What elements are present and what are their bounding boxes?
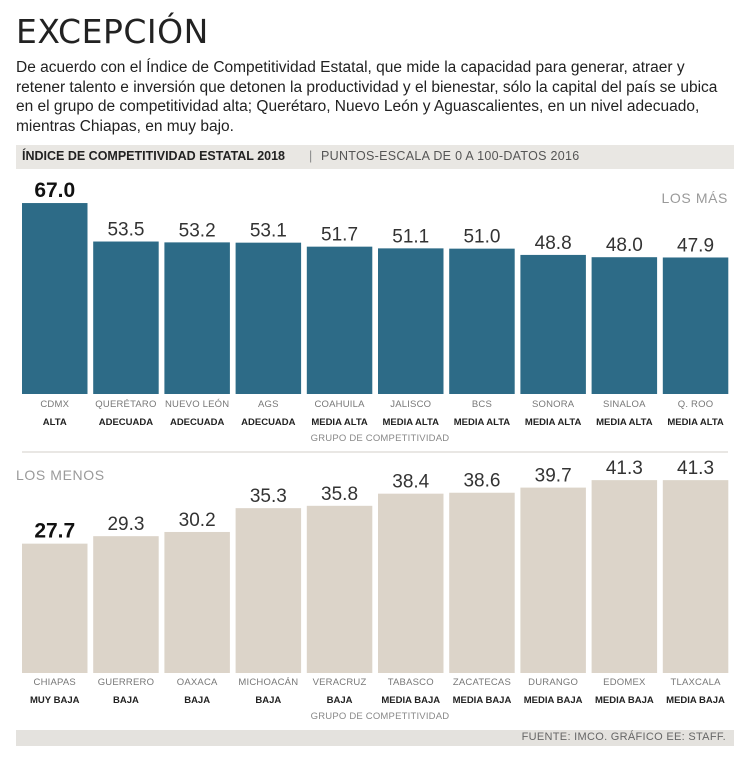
value-label-top-2: 53.2 [179, 220, 216, 241]
bar-bottom-0 [22, 543, 88, 673]
bar-top-1 [93, 241, 159, 394]
bar-top-2 [164, 242, 230, 394]
value-label-top-4: 51.7 [321, 225, 358, 246]
group-label-bottom-9: MEDIA BAJA [666, 695, 725, 706]
value-label-bottom-1: 29.3 [107, 514, 144, 535]
group-label-bottom-5: MEDIA BAJA [381, 695, 440, 706]
intro-paragraph: De acuerdo con el Índice de Competitivid… [16, 59, 718, 135]
value-label-top-9: 47.9 [677, 235, 714, 256]
value-label-bottom-2: 30.2 [179, 510, 216, 531]
category-label-bottom-1: GUERRERO [98, 677, 155, 688]
bar-bottom-5 [378, 493, 444, 673]
category-label-top-7: SONORA [532, 399, 575, 410]
value-label-top-3: 53.1 [250, 221, 287, 242]
group-label-top-6: MEDIA ALTA [454, 417, 511, 428]
category-label-top-6: BCS [472, 399, 492, 410]
section-title-bottom: LOS MENOS [16, 467, 105, 483]
value-label-bottom-3: 35.3 [250, 486, 287, 507]
value-label-top-8: 48.0 [606, 235, 643, 256]
category-label-bottom-8: EDOMEX [603, 677, 646, 688]
footer-band: FUENTE: IMCO. GRÁFICO EE: STAFF. [16, 730, 734, 746]
value-label-bottom-5: 38.4 [392, 472, 429, 493]
bar-bottom-3 [235, 508, 302, 673]
group-label-top-9: MEDIA ALTA [667, 417, 724, 428]
bar-bottom-9 [662, 480, 729, 673]
chart-header-title: ÍNDICE DE COMPETITIVIDAD ESTATAL 2018 [22, 149, 286, 163]
category-label-top-5: JALISCO [390, 399, 431, 410]
category-label-bottom-4: VERACRUZ [313, 677, 367, 688]
chart-header-subtitle: PUNTOS-ESCALA DE 0 A 100-DATOS 2016 [321, 149, 580, 163]
group-label-bottom-0: MUY BAJA [30, 695, 80, 706]
value-label-bottom-4: 35.8 [321, 484, 358, 505]
bar-top-6 [449, 248, 515, 394]
bar-top-8 [591, 257, 658, 394]
category-label-bottom-5: TABASCO [388, 677, 434, 688]
bar-bottom-1 [93, 536, 159, 673]
group-label-bottom-3: BAJA [255, 695, 281, 706]
group-label-top-8: MEDIA ALTA [596, 417, 653, 428]
chart-header-band: ÍNDICE DE COMPETITIVIDAD ESTATAL 2018 | … [16, 145, 734, 169]
value-label-bottom-8: 41.3 [606, 458, 643, 479]
value-label-bottom-7: 39.7 [535, 466, 572, 487]
value-label-top-7: 48.8 [535, 233, 572, 254]
group-label-bottom-7: MEDIA BAJA [524, 695, 583, 706]
value-label-bottom-6: 38.6 [463, 471, 500, 492]
group-label-top-5: MEDIA ALTA [383, 417, 440, 428]
group-axis-title-top: GRUPO DE COMPETITIVIDAD [311, 433, 450, 444]
bar-bottom-2 [164, 531, 230, 673]
bar-top-0 [22, 203, 88, 394]
category-label-bottom-0: CHIAPAS [34, 677, 76, 688]
source-credit: FUENTE: IMCO. GRÁFICO EE: STAFF. [521, 731, 726, 743]
category-label-top-0: CDMX [40, 399, 69, 410]
group-label-top-7: MEDIA ALTA [525, 417, 582, 428]
group-label-bottom-1: BAJA [113, 695, 139, 706]
category-label-bottom-6: ZACATECAS [453, 677, 511, 688]
value-label-top-1: 53.5 [107, 220, 144, 241]
category-label-top-2: NUEVO LEÓN [165, 399, 229, 410]
bar-bottom-4 [306, 505, 373, 673]
value-label-top-5: 51.1 [392, 226, 429, 247]
category-label-top-3: AGS [258, 399, 279, 410]
category-label-bottom-7: DURANGO [528, 677, 578, 688]
category-label-top-4: COAHUILA [314, 399, 365, 410]
group-label-bottom-4: BAJA [327, 695, 353, 706]
bar-top-4 [306, 246, 373, 394]
page-title: EXCEPCIÓN [16, 12, 209, 51]
value-label-bottom-9: 41.3 [677, 458, 714, 479]
group-label-top-1: ADECUADA [99, 417, 154, 428]
group-label-top-4: MEDIA ALTA [311, 417, 368, 428]
category-label-top-8: SINALOA [603, 399, 646, 410]
group-label-bottom-6: MEDIA BAJA [453, 695, 512, 706]
bar-bottom-6 [449, 492, 515, 673]
group-label-top-0: ALTA [43, 417, 67, 428]
section-title-top: LOS MÁS [662, 190, 728, 206]
category-label-top-1: QUERÉTARO [95, 399, 156, 410]
bar-top-9 [662, 257, 729, 394]
group-label-bottom-2: BAJA [184, 695, 210, 706]
group-label-bottom-8: MEDIA BAJA [595, 695, 654, 706]
value-label-top-0: 67.0 [34, 179, 75, 202]
group-label-top-2: ADECUADA [170, 417, 225, 428]
category-label-bottom-9: TLAXCALA [670, 677, 721, 688]
bar-top-3 [235, 242, 302, 394]
value-label-bottom-0: 27.7 [34, 520, 75, 543]
group-label-top-3: ADECUADA [241, 417, 296, 428]
value-label-top-6: 51.0 [463, 227, 500, 248]
group-axis-title-bottom: GRUPO DE COMPETITIVIDAD [311, 711, 450, 722]
chart-header-separator: | [309, 149, 313, 163]
bar-bottom-7 [520, 487, 586, 673]
category-label-bottom-3: MICHOACÁN [238, 677, 298, 688]
bar-top-5 [378, 248, 444, 394]
category-label-bottom-2: OAXACA [177, 677, 218, 688]
category-label-top-9: Q. ROO [678, 399, 714, 410]
bar-bottom-8 [591, 480, 658, 673]
bar-top-7 [520, 254, 586, 394]
